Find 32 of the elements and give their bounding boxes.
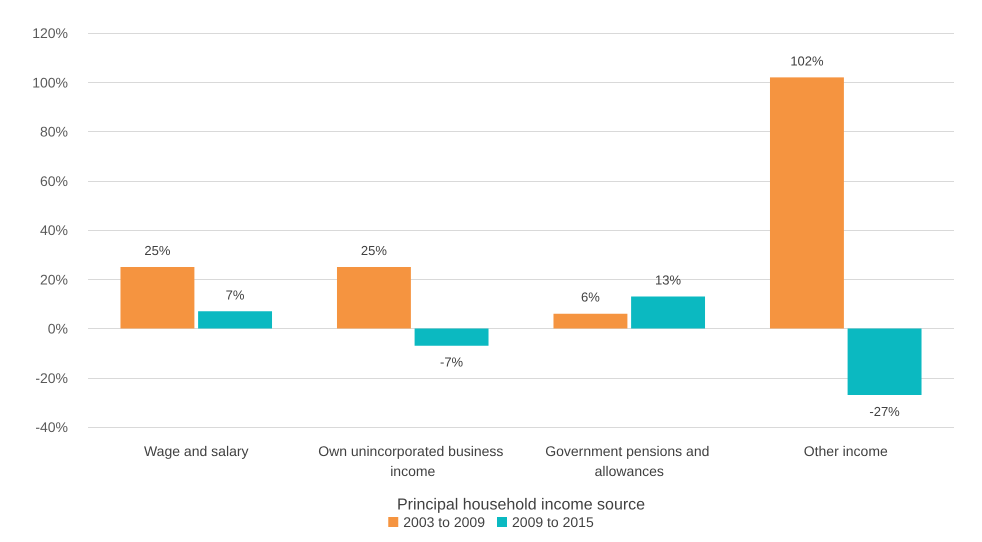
x-tick-label: Wage and salary [144, 443, 249, 459]
legend-label: 2003 to 2009 [403, 514, 486, 530]
data-label: 13% [655, 272, 682, 288]
data-label: 25% [144, 242, 171, 258]
bar [120, 266, 194, 328]
y-tick-label: 100% [32, 74, 68, 90]
data-label: 102% [790, 53, 824, 68]
y-tick-label: 80% [40, 124, 68, 140]
data-label: 25% [360, 242, 388, 258]
x-tick-label: Government pensions and allowances [545, 443, 714, 479]
bar [770, 77, 844, 328]
y-tick-label: 120% [32, 25, 68, 41]
legend-label: 2009 to 2015 [512, 514, 594, 530]
x-tick-label: Other income [804, 443, 888, 459]
bar [848, 328, 922, 395]
data-label: 7% [226, 287, 245, 302]
y-tick-label: -20% [35, 370, 68, 386]
x-tick-label: Own unincorporated business income [318, 443, 508, 479]
y-tick-label: 40% [40, 222, 68, 238]
y-tick-label: 0% [48, 320, 68, 336]
y-tick-label: 60% [40, 172, 68, 189]
y-tick-label: -40% [35, 419, 68, 435]
bar [553, 314, 628, 328]
y-tick-label: 20% [40, 271, 68, 288]
bar [198, 311, 272, 328]
data-label: -27% [869, 404, 900, 419]
bar [414, 328, 489, 346]
bar [336, 266, 411, 328]
data-label: 6% [581, 290, 600, 305]
bar [631, 296, 706, 328]
x-axis-title: Principal household income source [396, 496, 646, 514]
data-label: -7% [440, 354, 464, 370]
